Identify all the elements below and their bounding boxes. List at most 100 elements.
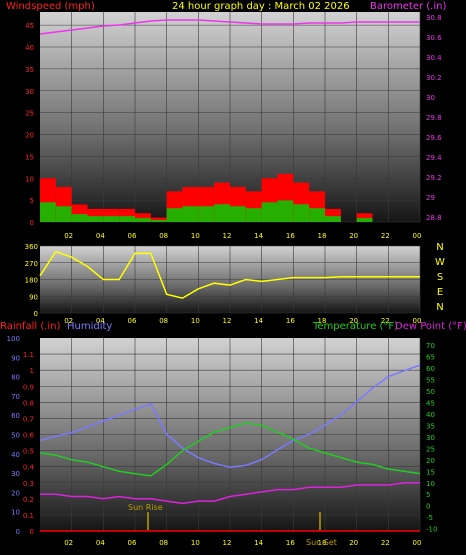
windspeed-avg-bar [55,206,72,222]
tick-label: 100 [7,335,20,343]
windspeed-avg-bar [103,216,120,222]
tick-label: 14 [254,232,263,240]
tick-label: 0 [34,310,38,318]
tick-label: 18 [318,539,327,547]
windspeed-axis-ticks: 0 5 10 15 20 25 30 35 40 45 [25,22,34,227]
tick-label: 14 [254,539,263,547]
windspeed-avg-bar [166,208,183,222]
tick-label: 30.4 [426,54,442,62]
tick-label: -5 [426,514,433,522]
tick-label: 04 [96,539,105,547]
tick-label: 30.6 [426,34,442,42]
tick-label: 40 [426,411,435,419]
dewpoint-label: Dew Point (°F) [395,321,466,332]
tick-label: 0.9 [23,383,34,391]
tick-label: 55 [426,376,435,384]
tick-label: 29 [426,194,435,202]
bottom-time-axis-ticks: 02 04 06 08 10 12 14 16 18 20 22 00 [64,539,421,547]
windspeed-avg-bar [325,216,341,222]
tick-label: 10 [11,509,20,517]
tick-label: 20 [349,232,358,240]
tick-label: 00 [413,232,422,240]
tick-label: 15 [426,468,435,476]
tick-label: 90 [11,354,20,362]
compass-label: W [435,257,445,268]
compass-label: N [436,242,443,253]
humidity-axis-ticks: 0 10 20 30 40 50 60 70 80 90 100 [7,335,20,536]
windspeed-avg-bar [87,216,104,222]
windspeed-avg-bar [230,206,246,222]
tick-label: 270 [25,260,38,268]
tick-label: 0.4 [23,464,35,472]
tick-label: 60 [426,365,435,373]
windspeed-avg-bar [135,218,151,222]
wind-direction-line [39,250,420,299]
tick-label: 06 [128,539,137,547]
tick-label: 29.8 [426,114,442,122]
mid-time-axis-ticks: 02 04 06 08 10 12 14 16 18 20 22 00 [64,317,421,325]
tick-label: 0.8 [23,399,34,407]
tick-label: 10 [25,175,34,183]
barometer-line [39,19,420,35]
windspeed-avg-bar [182,206,199,222]
tick-label: 29.4 [426,154,442,162]
tick-label: 35 [426,422,435,430]
tick-label: 20 [349,317,358,325]
tick-label: 70 [426,342,435,350]
temperature-label: Temperature (°F) [312,321,398,332]
tick-label: 00 [413,317,422,325]
tick-label: 45 [25,22,34,30]
tick-label: 15 [25,153,34,161]
tick-label: 0.6 [23,432,35,440]
tick-label: 70 [11,393,20,401]
tick-label: 0.3 [23,480,34,488]
top-title: 24 hour graph day : March 02 2026 [172,1,350,12]
tick-label: 25 [25,110,34,118]
tick-label: 0.2 [23,496,34,504]
top-time-axis-ticks: 02 04 06 08 10 12 14 16 18 20 22 00 [64,232,421,240]
tick-label: 22 [381,232,390,240]
compass-label: S [437,272,443,283]
top-right-label: Barometer (.in) [370,1,446,12]
tick-label: 29.2 [426,174,442,182]
tick-label: 29.6 [426,134,442,142]
top-left-label: Windspeed (mph) [6,1,95,12]
tick-label: 360 [25,243,38,251]
tick-label: 18 [318,232,327,240]
mid-series [39,250,420,299]
compass-label: E [437,287,443,298]
tick-label: 80 [11,374,20,382]
tick-label: 50 [11,432,20,440]
windspeed-avg-bar [309,208,325,222]
tick-label: 12 [223,232,232,240]
tick-label: 28.8 [426,214,442,222]
direction-axis-ticks: 0 90 180 270 360 [25,243,38,318]
sunset-label: Sun Set [306,538,337,547]
windspeed-bar [150,217,167,222]
tick-label: 5 [426,491,430,499]
tick-label: 50 [426,388,435,396]
top-series [39,19,420,222]
tick-label: 30.8 [426,14,442,22]
windspeed-avg-bar [40,202,56,222]
tick-label: 20 [11,489,20,497]
tick-label: 06 [128,232,137,240]
windspeed-avg-bar [214,204,230,222]
windspeed-bar [356,213,373,222]
tick-label: 18 [318,317,327,325]
tick-label: 02 [64,317,73,325]
windspeed-avg-bar [261,202,278,222]
tick-label: 10 [191,232,200,240]
tick-label: 08 [159,232,168,240]
tick-label: 90 [29,293,38,301]
tick-label: 12 [223,317,232,325]
windspeed-avg-bar [245,208,262,222]
tick-label: 25 [426,445,435,453]
windspeed-avg-bar [150,220,167,222]
tick-label: 35 [25,66,34,74]
tick-label: 30 [426,94,435,102]
tick-label: 16 [286,539,295,547]
tick-label: 0.1 [23,512,34,520]
tick-label: 08 [159,539,168,547]
tick-label: 0.7 [23,415,34,423]
